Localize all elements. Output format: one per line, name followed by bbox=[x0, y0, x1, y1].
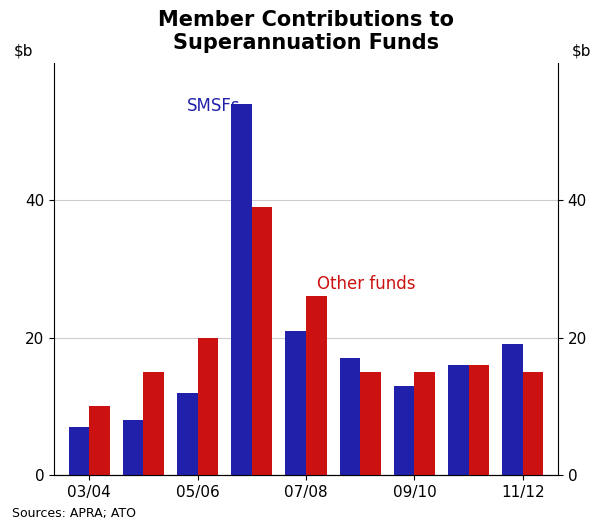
Bar bbox=[415, 372, 435, 475]
Text: $b: $b bbox=[14, 43, 33, 58]
Text: Sources: APRA; ATO: Sources: APRA; ATO bbox=[12, 507, 136, 520]
Bar bbox=[469, 365, 489, 475]
Bar bbox=[360, 372, 381, 475]
Text: SMSFs: SMSFs bbox=[187, 97, 241, 115]
Bar bbox=[143, 372, 164, 475]
Bar bbox=[89, 406, 110, 475]
Bar bbox=[502, 345, 523, 475]
Bar bbox=[306, 296, 326, 475]
Bar bbox=[286, 331, 306, 475]
Bar bbox=[68, 427, 89, 475]
Text: Other funds: Other funds bbox=[317, 276, 415, 293]
Bar bbox=[340, 358, 360, 475]
Bar bbox=[252, 207, 272, 475]
Bar bbox=[197, 338, 218, 475]
Text: $b: $b bbox=[571, 43, 591, 58]
Bar bbox=[177, 393, 197, 475]
Bar bbox=[523, 372, 544, 475]
Bar bbox=[231, 104, 252, 475]
Bar bbox=[448, 365, 469, 475]
Bar bbox=[123, 420, 143, 475]
Title: Member Contributions to
Superannuation Funds: Member Contributions to Superannuation F… bbox=[158, 9, 454, 53]
Bar bbox=[394, 386, 415, 475]
